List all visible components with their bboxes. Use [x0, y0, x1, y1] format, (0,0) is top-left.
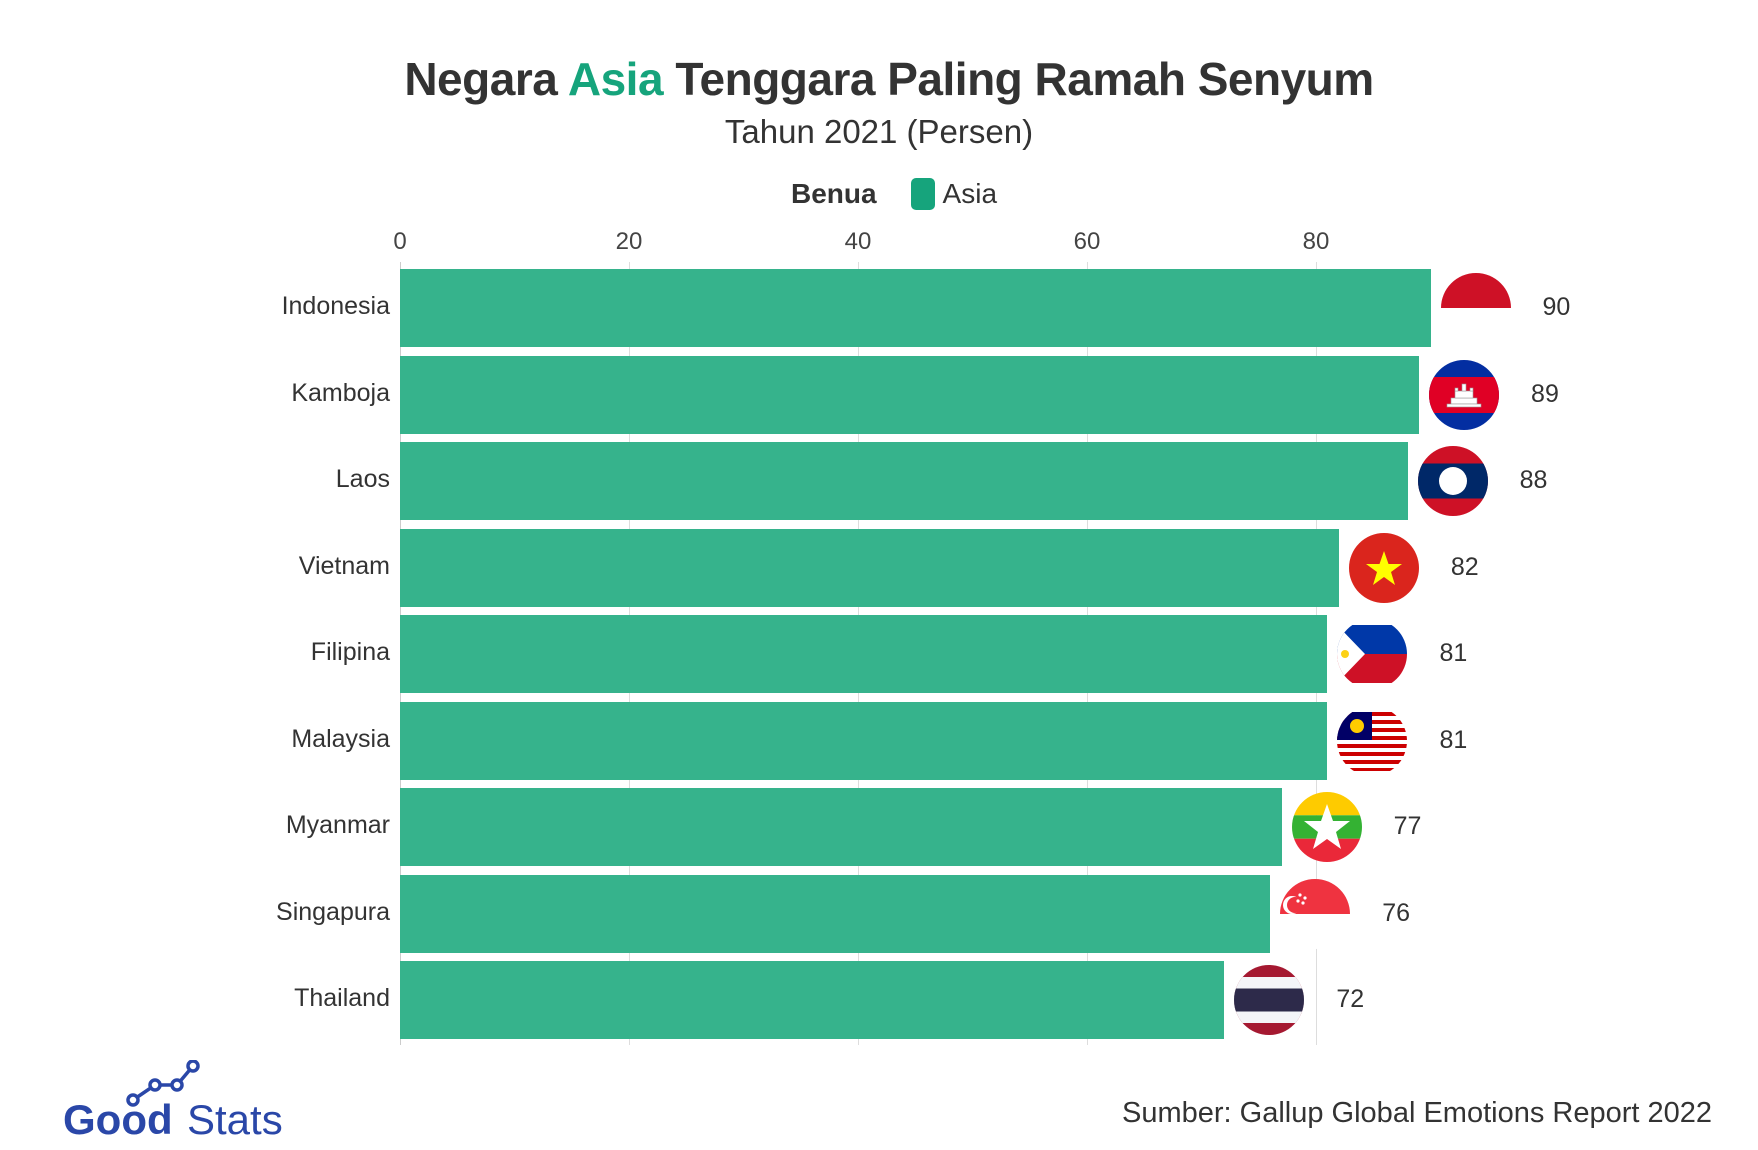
legend-swatch-asia[interactable] [910, 178, 935, 210]
category-label-myanmar: Myanmar [285, 811, 390, 839]
x-tick-20: 20 [615, 228, 643, 255]
x-tick-60: 60 [1073, 228, 1101, 255]
title-highlight: Asia [567, 53, 664, 105]
category-label-singapura: Singapura [276, 897, 390, 926]
category-label-indonesia: Indonesia [281, 292, 390, 320]
x-tick-80: 80 [1302, 228, 1330, 255]
source-note: Sumber: Gallup Global Emotions Report 20… [1122, 1097, 1712, 1129]
category-label-laos: Laos [335, 465, 390, 493]
title-pre: Negara [404, 53, 568, 105]
category-label-kamboja: Kamboja [291, 378, 390, 407]
value-label-myanmar: 77 [1393, 812, 1422, 840]
bar-laos[interactable] [400, 442, 1408, 520]
legend: Benua Asia [0, 178, 1758, 210]
logo-stats: Stats [187, 1096, 283, 1140]
value-label-kamboja: 89 [1531, 379, 1559, 408]
category-label-vietnam: Vietnam [298, 551, 390, 580]
bar-singapura[interactable] [400, 874, 1271, 953]
legend-label-asia[interactable]: Asia [942, 178, 998, 209]
philippines-flag-icon [1337, 619, 1408, 689]
laos-flag-icon [1417, 446, 1488, 516]
bar-kamboja[interactable] [400, 355, 1420, 434]
value-label-indonesia: 90 [1542, 293, 1571, 321]
goodstats-logo: Good Stats [63, 1060, 283, 1140]
value-label-laos: 88 [1519, 466, 1548, 494]
myanmar-flag-icon [1291, 792, 1362, 862]
x-tick-40: 40 [844, 228, 872, 255]
logo-good: Good [63, 1096, 173, 1140]
category-label-thailand: Thailand [294, 984, 390, 1012]
category-label-filipina: Filipina [310, 638, 390, 666]
bar-indonesia[interactable] [400, 269, 1431, 347]
vietnam-flag-icon [1348, 532, 1419, 603]
bar-malaysia[interactable] [400, 701, 1328, 780]
bar-thailand[interactable] [400, 961, 1225, 1039]
value-label-malaysia: 81 [1439, 725, 1468, 754]
bar-myanmar[interactable] [400, 788, 1282, 866]
singapore-flag-icon [1280, 878, 1351, 949]
chart-subtitle: Tahun 2021 (Persen) [724, 113, 1034, 150]
x-tick-0: 0 [393, 228, 407, 255]
indonesia-flag-icon [1440, 273, 1511, 343]
cambodia-flag-icon [1429, 359, 1500, 430]
value-label-thailand: 72 [1336, 985, 1365, 1013]
thailand-flag-icon [1234, 965, 1305, 1035]
bar-filipina[interactable] [400, 615, 1328, 693]
value-label-singapura: 76 [1382, 898, 1410, 927]
title-post: Tenggara Paling Ramah Senyum [663, 53, 1374, 105]
value-label-filipina: 81 [1439, 639, 1468, 667]
category-label-malaysia: Malaysia [291, 724, 390, 753]
value-label-vietnam: 82 [1450, 552, 1479, 581]
legend-title: Benua [790, 178, 877, 209]
malaysia-flag-icon [1337, 705, 1408, 776]
chart-title: Negara Asia Tenggara Paling Ramah Senyum [0, 52, 1758, 106]
bar-vietnam[interactable] [400, 528, 1339, 607]
